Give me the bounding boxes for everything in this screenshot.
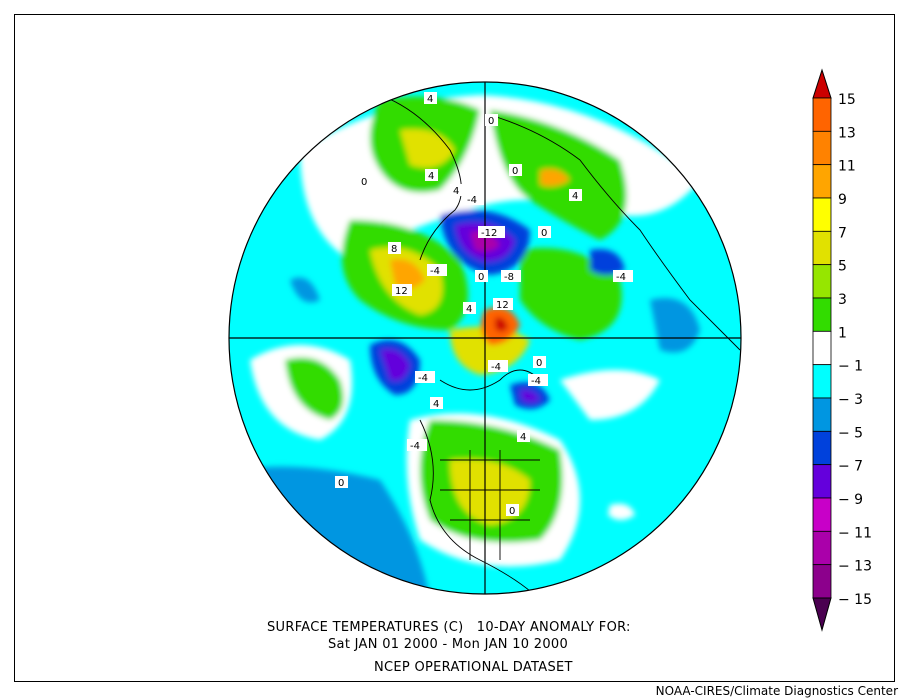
colorbar-segment xyxy=(812,264,832,299)
contour-label-bg xyxy=(533,356,546,368)
contour-labels: 4 0 4 4 0 -4 -12 0 8 12 -4 4 12 0 -8 -4 0 -4 -4 4 -4 0 -4 4 0 4 0 xyxy=(335,92,633,517)
contour-label: 0 xyxy=(512,166,518,177)
plot-frame xyxy=(14,14,895,682)
colorbar-segment xyxy=(812,530,832,566)
colorbar-label: − 3 xyxy=(838,392,863,408)
colorbar-segment xyxy=(812,230,832,266)
colorbar-segment xyxy=(812,497,832,532)
contour-label: 0 xyxy=(488,116,494,127)
contour-label-bg xyxy=(475,270,488,282)
contour-label: -4 xyxy=(418,373,428,384)
contour-label-bg xyxy=(501,270,521,282)
colorbar-label: 11 xyxy=(838,159,856,175)
colorbar-label: − 5 xyxy=(838,425,863,441)
contour-label: -4 xyxy=(531,376,541,387)
contour-label: -4 xyxy=(410,441,420,452)
contour-label: 0 xyxy=(338,478,344,489)
contour-label: 12 xyxy=(395,286,408,297)
contour-label: -4 xyxy=(491,362,501,373)
credit-text: NOAA-CIRES/Climate Diagnostics Center xyxy=(655,684,898,698)
contour-label: 4 xyxy=(520,432,526,443)
title-line-2: Sat JAN 01 2000 - Mon JAN 10 2000 xyxy=(328,637,569,652)
contour-label: 8 xyxy=(391,244,397,255)
contour-label: 0 xyxy=(478,272,484,283)
contour-label: 4 xyxy=(453,186,459,197)
colorbar-label: 7 xyxy=(838,225,847,241)
contour-label-bg xyxy=(358,175,371,187)
contour-label: -4 xyxy=(467,195,477,206)
colorbar-label: 15 xyxy=(838,92,856,108)
title-line-1: SURFACE TEMPERATURES (C) 10-DAY ANOMALY … xyxy=(267,620,631,635)
contour-label: 4 xyxy=(433,399,439,410)
contour-label: -4 xyxy=(616,272,626,283)
colorbar-segment xyxy=(812,97,832,132)
colorbar-label: 9 xyxy=(838,192,847,208)
contour-label-bg xyxy=(506,504,519,516)
contour-label: 0 xyxy=(509,506,515,517)
contour-label-bg xyxy=(538,226,551,238)
colorbar-label: 13 xyxy=(838,125,856,141)
contour-label-bg xyxy=(528,374,548,386)
colorbar-label: − 11 xyxy=(838,525,872,541)
contour-label-bg xyxy=(415,371,435,383)
contour-label-bg xyxy=(488,360,508,372)
map-boundary xyxy=(228,81,742,595)
colorbar-segment xyxy=(812,197,832,232)
contour-label-bg xyxy=(485,114,498,126)
contour-label-bg xyxy=(335,476,348,488)
colorbar-label: − 9 xyxy=(838,492,863,508)
colorbar-segment xyxy=(812,130,832,166)
contour-label: 0 xyxy=(361,177,367,188)
contour-label: -12 xyxy=(481,228,497,239)
contour-label-bg xyxy=(392,284,412,296)
contour-label: 4 xyxy=(428,171,434,182)
contour-label: 4 xyxy=(427,94,433,105)
colorbar: 15 13 11 9 7 5 3 1 − 1 − 3 − 5 − 7 − 9 − 11 − 13 − 15 xyxy=(812,68,872,632)
contour-label-bg xyxy=(569,189,582,201)
colorbar-over-arrow xyxy=(812,68,832,99)
contour-label-bg xyxy=(464,193,484,205)
contour-label-bg xyxy=(425,169,438,181)
contour-label-bg xyxy=(450,184,463,196)
contour-label: 0 xyxy=(541,228,547,239)
contour-label: 12 xyxy=(496,300,509,311)
colorbar-label: − 1 xyxy=(838,359,863,375)
colorbar-label: − 15 xyxy=(838,592,872,608)
contour-label-bg xyxy=(478,226,505,238)
colorbar-segment xyxy=(812,397,832,432)
colorbar-segment xyxy=(812,330,832,366)
colorbar-label: 3 xyxy=(838,292,847,308)
contour-label: 4 xyxy=(572,191,578,202)
contour-label-bg xyxy=(424,92,437,104)
colorbar-segment xyxy=(812,430,832,466)
contour-label: -8 xyxy=(504,272,514,283)
contour-label-bg xyxy=(493,298,513,310)
contour-label-bg xyxy=(407,439,427,451)
contour-label-bg xyxy=(427,264,447,276)
colorbar-segment xyxy=(812,364,832,399)
contour-label-bg xyxy=(517,430,530,442)
colorbar-segment xyxy=(812,164,832,199)
contour-label-bg xyxy=(430,397,443,409)
colorbar-label: − 13 xyxy=(838,559,872,575)
contour-label: 0 xyxy=(536,358,542,369)
colorbar-under-arrow xyxy=(812,597,832,632)
contour-label-bg xyxy=(613,270,633,282)
contour-label: -4 xyxy=(430,266,440,277)
colorbar-label: − 7 xyxy=(838,459,863,475)
anomaly-field xyxy=(229,82,741,594)
contour-label-bg xyxy=(509,164,522,176)
colorbar-segment xyxy=(812,297,832,332)
title-line-3: NCEP OPERATIONAL DATASET xyxy=(374,660,573,675)
colorbar-segment xyxy=(812,564,832,599)
colorbar-label: 1 xyxy=(838,325,847,341)
contour-label-bg xyxy=(463,302,476,314)
colorbar-label: 5 xyxy=(838,259,847,275)
colorbar-segment xyxy=(812,464,832,499)
contour-label: 4 xyxy=(466,304,472,315)
contour-label-bg xyxy=(388,242,401,254)
